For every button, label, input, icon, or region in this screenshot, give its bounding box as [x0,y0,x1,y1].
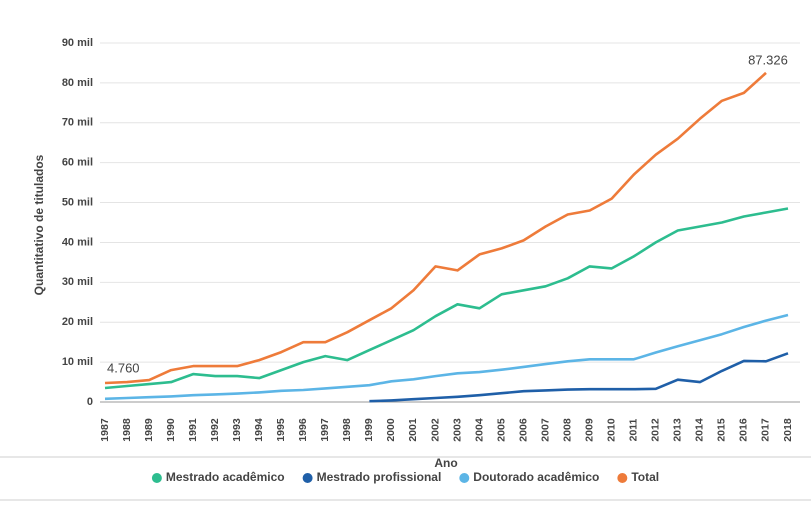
x-axis-title: Ano [434,456,457,470]
legend-label: Mestrado acadêmico [166,470,285,484]
x-tick-label: 1989 [143,418,155,442]
x-tick-label: 1991 [187,418,199,442]
series-line [369,352,789,403]
y-tick-label: 30 mil [62,276,93,288]
x-tick-label: 2018 [782,418,794,442]
legend-label: Total [631,470,659,484]
x-tick-label: 1987 [99,418,111,442]
annotation: 4.760 [107,360,140,375]
x-tick-label: 1999 [363,418,375,442]
x-tick-label: 2006 [517,418,529,442]
y-tick-label: 80 mil [62,77,93,89]
y-tick-label: 60 mil [62,157,93,169]
x-tick-label: 2007 [539,418,551,442]
x-tick-label: 1992 [209,418,221,442]
x-tick-label: 1988 [121,418,133,442]
x-tick-label: 2013 [672,418,684,442]
x-tick-label: 2009 [583,418,595,442]
x-tick-label: 1993 [231,418,243,442]
legend-swatch [302,473,313,483]
x-tick-label: 2015 [716,418,728,442]
x-tick-label: 2003 [451,418,463,442]
x-tick-label: 2016 [738,418,750,442]
legend: Mestrado acadêmico Mestrado profissional D… [151,470,659,484]
x-tick-label: 1990 [165,418,177,442]
series-line [104,207,789,390]
x-tick-label: 2010 [606,418,618,442]
legend-swatch [617,473,628,483]
x-tick-label: 1997 [319,418,331,442]
x-tick-label: 2011 [628,418,640,441]
x-tick-label: 2004 [473,418,485,442]
y-tick-label: 50 mil [62,196,93,208]
x-tick-label: 2005 [495,418,507,442]
x-tick-label: 1998 [341,418,353,442]
x-tick-label: 2001 [407,418,419,442]
x-tick-label: 2002 [429,418,441,442]
y-tick-label: 90 mil [62,37,93,49]
legend-swatch [151,473,162,483]
y-tick-label: 70 mil [62,117,93,129]
y-tick-label: 0 [87,396,93,408]
legend-label: Doutorado acadêmico [473,470,599,484]
y-tick-label: 40 mil [62,236,93,248]
x-tick-label: 1996 [297,418,309,442]
x-tick-label: 2012 [650,418,662,442]
x-tick-label: 1995 [275,418,287,442]
x-tick-label: 2014 [694,418,706,442]
x-tick-label: 2000 [385,418,397,442]
series-line [104,313,789,401]
y-tick-label: 20 mil [62,316,93,328]
y-tick-label: 10 mil [62,356,93,368]
annotation: 87.326 [748,52,788,67]
legend-label: Mestrado profissional [317,470,442,484]
x-tick-label: 2008 [561,418,573,442]
series-line [104,71,767,385]
x-tick-label: 2017 [760,418,772,442]
y-axis-title: Quantitativo de titulados [32,154,46,295]
legend-swatch [459,473,470,483]
x-tick-label: 1994 [253,418,265,442]
